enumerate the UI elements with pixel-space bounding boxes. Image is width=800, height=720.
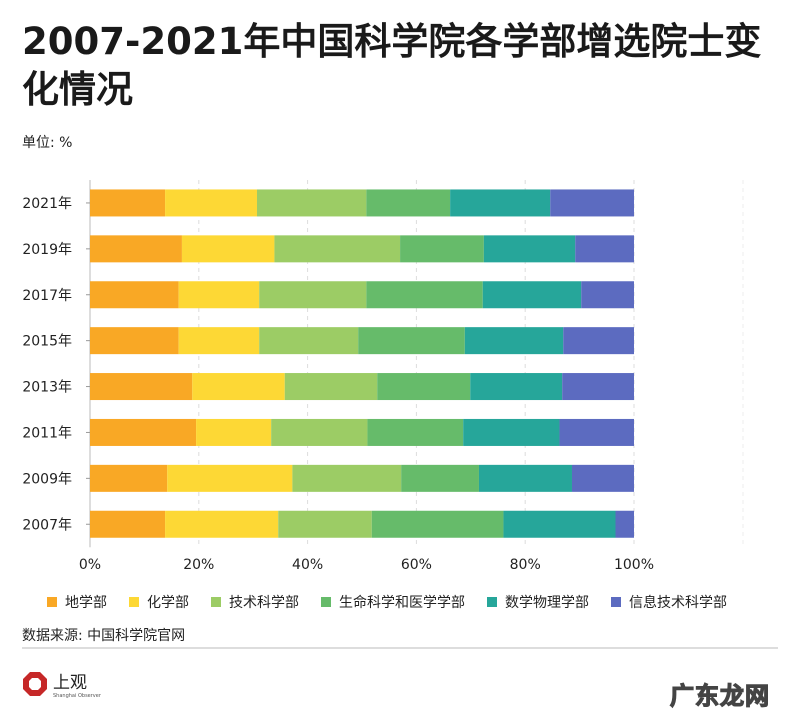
bar-segment — [167, 464, 293, 492]
bar-segment — [464, 327, 564, 355]
logo-name: 上观 — [53, 673, 87, 693]
x-tick-label: 80% — [510, 557, 541, 570]
legend-label: 生命科学和医学学部 — [339, 595, 465, 611]
bar-segment — [178, 327, 260, 355]
y-tick-label: 2007年 — [22, 517, 72, 533]
bar-segment — [563, 327, 634, 355]
chart-title: 2007-2021年中国科学院各学部增选院士变化情况 — [22, 20, 762, 111]
y-tick-label: 2017年 — [22, 288, 72, 304]
bar-segment — [90, 464, 168, 492]
logo: 上观 Shanghai Observer — [22, 668, 101, 699]
bar-segment — [562, 373, 634, 401]
bar-segment — [503, 510, 616, 538]
bar-segment — [192, 373, 285, 401]
bar-segment — [367, 418, 464, 446]
bar-segment — [615, 510, 634, 538]
bar-segment — [181, 235, 275, 263]
bar-segment — [90, 327, 179, 355]
bar-segment — [401, 464, 479, 492]
legend-swatch — [321, 597, 331, 607]
bar-segment — [358, 327, 465, 355]
bar-segment — [575, 235, 634, 263]
bar-segment — [470, 373, 563, 401]
legend-item: 信息技术科学部 — [611, 592, 727, 612]
legend-item: 技术科学部 — [211, 592, 299, 612]
bar-segment — [165, 189, 258, 217]
y-tick-label: 2011年 — [22, 425, 72, 441]
bar-segment — [90, 418, 197, 446]
bar-segment — [274, 235, 401, 263]
bar-segment — [278, 510, 372, 538]
bar-segment — [463, 418, 560, 446]
bar-segment — [377, 373, 471, 401]
legend-swatch — [611, 597, 621, 607]
y-tick-label: 2021年 — [22, 196, 72, 212]
bar-segment — [196, 418, 272, 446]
bar-segment — [90, 510, 166, 538]
bar-segment — [259, 327, 359, 355]
x-tick-label: 0% — [79, 557, 101, 570]
y-tick-label: 2013年 — [22, 380, 72, 396]
bar-segment — [259, 281, 367, 309]
x-tick-label: 20% — [183, 557, 214, 570]
y-tick-label: 2015年 — [22, 334, 72, 350]
legend-label: 信息技术科学部 — [629, 595, 727, 611]
legend: 地学部 化学部 技术科学部 生命科学和医学学部 数学物理学部 信息技术科学部 — [47, 592, 727, 612]
bar-segment — [284, 373, 378, 401]
legend-item: 生命科学和医学学部 — [321, 592, 465, 612]
bar-segment — [571, 464, 634, 492]
legend-swatch — [211, 597, 221, 607]
bar-segment — [90, 281, 179, 309]
bar-segment — [550, 189, 634, 217]
x-tick-label: 40% — [292, 557, 323, 570]
logo-icon — [23, 671, 47, 696]
bar-segment — [478, 464, 572, 492]
legend-swatch — [129, 597, 139, 607]
stacked-bar-chart: 0% 20% 40% 60% 80% 100% 2021年 2019年 2017年 2015年 20… — [22, 180, 744, 570]
bar-segment — [178, 281, 260, 309]
legend-label: 化学部 — [147, 595, 189, 611]
legend-label: 数学物理学部 — [505, 595, 589, 611]
source-note: 数据来源: 中国科学院官网 — [22, 628, 186, 644]
legend-item: 数学物理学部 — [487, 592, 589, 612]
x-tick-label: 100% — [614, 557, 654, 570]
unit-label: 单位: % — [22, 135, 73, 151]
logo-subtitle: Shanghai Observer — [53, 693, 101, 699]
bar-segment — [90, 189, 166, 217]
bar-segment — [371, 510, 504, 538]
legend-item: 化学部 — [129, 592, 189, 612]
y-tick-label: 2019年 — [22, 242, 72, 258]
bar-segment — [450, 189, 551, 217]
legend-swatch — [487, 597, 497, 607]
legend-label: 技术科学部 — [229, 595, 299, 611]
bar-segment — [581, 281, 634, 309]
bar-segment — [366, 281, 483, 309]
bar-segment — [366, 189, 451, 217]
bar-segment — [90, 373, 193, 401]
legend-swatch — [47, 597, 57, 607]
bar-segment — [90, 235, 182, 263]
bar-segment — [483, 235, 576, 263]
x-tick-label: 60% — [401, 557, 432, 570]
bar-segment — [292, 464, 402, 492]
y-tick-label: 2009年 — [22, 471, 72, 487]
bar-segment — [559, 418, 634, 446]
bar-segment — [482, 281, 582, 309]
watermark: 广东龙网 — [669, 681, 770, 710]
bar-segment — [271, 418, 368, 446]
legend-item: 地学部 — [47, 592, 107, 612]
legend-label: 地学部 — [65, 595, 107, 611]
bar-segment — [257, 189, 367, 217]
bar-segment — [165, 510, 279, 538]
divider — [22, 647, 778, 649]
bar-segment — [400, 235, 484, 263]
